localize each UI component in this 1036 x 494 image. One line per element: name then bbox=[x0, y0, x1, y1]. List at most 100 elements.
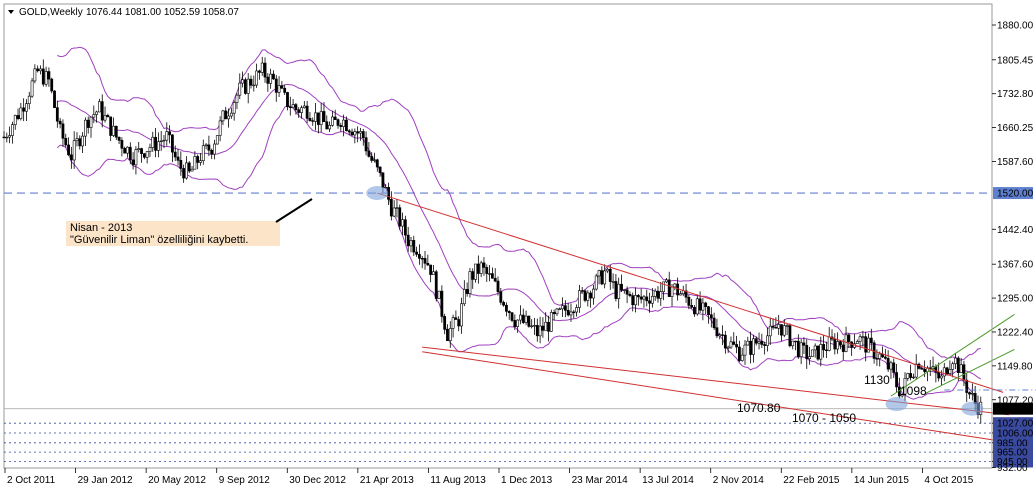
candle-body bbox=[878, 353, 882, 359]
candle-body bbox=[302, 105, 306, 109]
candle bbox=[547, 315, 550, 342]
x-tick-label: 14 Jun 2015 bbox=[854, 475, 909, 486]
candle-body bbox=[923, 368, 927, 372]
candle-body bbox=[839, 341, 842, 346]
candle-body bbox=[533, 325, 536, 327]
candle-body bbox=[886, 358, 890, 370]
candle bbox=[238, 73, 242, 100]
annotation-1070-80: 1070.80 bbox=[737, 401, 781, 415]
green-line-2[interactable] bbox=[924, 348, 1015, 395]
candle-body bbox=[530, 325, 534, 327]
candle bbox=[886, 350, 890, 372]
candle-body bbox=[395, 207, 399, 209]
lower-channel-line[interactable] bbox=[422, 351, 1009, 443]
candle-body bbox=[695, 298, 699, 315]
candle-body bbox=[656, 290, 660, 299]
bollinger-upper bbox=[57, 46, 981, 361]
candle bbox=[909, 364, 913, 381]
candle bbox=[50, 77, 54, 94]
candle-body bbox=[867, 337, 870, 353]
candle-body bbox=[794, 340, 797, 343]
candle bbox=[392, 200, 396, 217]
green-line-1[interactable] bbox=[890, 314, 1015, 397]
x-tick-label: 9 Sep 2012 bbox=[219, 475, 271, 486]
candle-body bbox=[468, 271, 472, 294]
candle-body bbox=[636, 295, 640, 298]
candle-body bbox=[16, 115, 20, 119]
candle-body bbox=[763, 344, 767, 346]
candle bbox=[373, 152, 376, 163]
level-price-box bbox=[993, 187, 1033, 200]
candle-body bbox=[580, 290, 584, 292]
candle-body bbox=[693, 306, 696, 315]
x-tick-label: 23 Mar 2014 bbox=[572, 475, 629, 486]
candle bbox=[774, 317, 778, 329]
candle bbox=[485, 264, 489, 282]
candle bbox=[583, 289, 587, 303]
candle-body bbox=[535, 325, 539, 337]
candle bbox=[370, 152, 374, 163]
candle-body bbox=[168, 131, 172, 136]
candle-body bbox=[258, 70, 261, 73]
candle bbox=[401, 212, 404, 236]
candle-body bbox=[799, 342, 803, 358]
candle-body bbox=[311, 120, 315, 122]
candle bbox=[409, 236, 413, 253]
candle-body bbox=[241, 79, 244, 84]
candle bbox=[715, 318, 719, 339]
candle bbox=[721, 325, 724, 346]
x-tick-label: 20 May 2012 bbox=[148, 475, 206, 486]
candle-body bbox=[502, 302, 506, 306]
candle-body bbox=[83, 119, 87, 137]
candle-body bbox=[752, 338, 755, 355]
candle-body bbox=[875, 358, 879, 360]
candle-body bbox=[572, 311, 576, 314]
middle-channel-line[interactable] bbox=[422, 346, 1009, 416]
y-tick-label: 1077.20 bbox=[997, 395, 1034, 406]
candle bbox=[246, 73, 250, 104]
candle bbox=[468, 268, 472, 298]
candle-body bbox=[72, 140, 76, 161]
candle-body bbox=[333, 116, 337, 120]
candle-body bbox=[201, 145, 205, 161]
callout-line-2: "Güvenilir Liman" özelliliğini kaybetti. bbox=[70, 234, 248, 246]
candle bbox=[650, 287, 654, 308]
candle bbox=[555, 307, 559, 316]
chart-menu-icon[interactable] bbox=[8, 10, 14, 14]
candle bbox=[822, 335, 825, 358]
candle-body bbox=[328, 124, 331, 130]
candle-body bbox=[291, 104, 295, 108]
candle-body bbox=[561, 305, 564, 310]
candle-body bbox=[521, 314, 525, 323]
level-price-box bbox=[993, 446, 1033, 459]
candle bbox=[510, 312, 514, 323]
candle bbox=[176, 148, 180, 166]
candle bbox=[634, 287, 637, 313]
candle-body bbox=[490, 273, 494, 279]
candle bbox=[740, 348, 744, 362]
candle bbox=[802, 337, 806, 354]
candle bbox=[533, 318, 536, 335]
candle-body bbox=[207, 144, 211, 151]
candle bbox=[502, 300, 506, 307]
candle bbox=[185, 156, 188, 180]
candle bbox=[375, 158, 379, 172]
candle-body bbox=[126, 146, 129, 154]
candle bbox=[628, 291, 632, 298]
candle-body bbox=[788, 325, 792, 347]
candle bbox=[44, 66, 48, 87]
candle-body bbox=[712, 317, 716, 329]
candle bbox=[673, 282, 677, 291]
candle-body bbox=[154, 136, 157, 151]
candle-body bbox=[687, 296, 691, 306]
candle-body bbox=[743, 344, 747, 356]
upper-channel-line[interactable] bbox=[377, 192, 1004, 393]
candle bbox=[889, 360, 893, 379]
candle-body bbox=[476, 263, 480, 274]
candle bbox=[308, 112, 312, 122]
candle-body bbox=[44, 71, 48, 85]
y-tick-label: 1006.00 bbox=[997, 428, 1034, 439]
candle bbox=[106, 113, 110, 118]
candle-body bbox=[210, 149, 214, 155]
